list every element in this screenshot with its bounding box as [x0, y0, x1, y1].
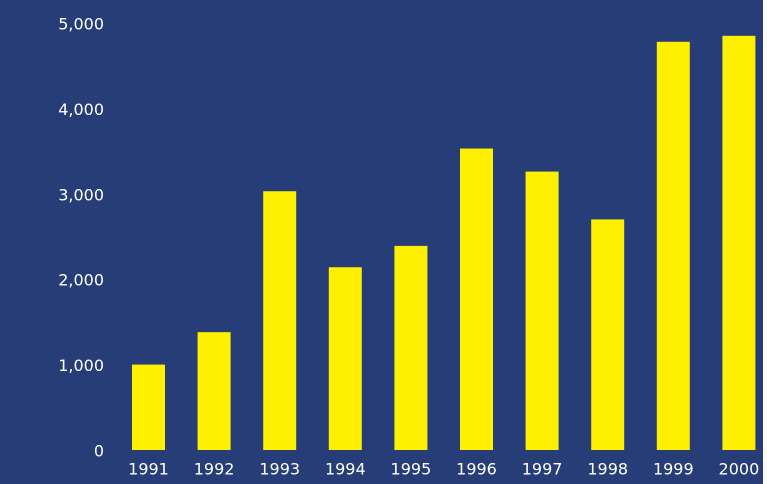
x-tick-label: 1994 [325, 460, 366, 479]
bar [525, 171, 559, 450]
x-tick-label: 1995 [391, 460, 432, 479]
bar [132, 364, 165, 450]
bar [394, 245, 428, 450]
x-tick-label: 1993 [259, 460, 300, 479]
y-tick-label: 1,000 [58, 356, 104, 375]
bar [197, 332, 231, 450]
bar [263, 191, 297, 450]
bar [591, 219, 625, 450]
x-tick-label: 1996 [456, 460, 497, 479]
y-tick-label: 0 [94, 442, 104, 461]
x-tick-label: 2000 [719, 460, 760, 479]
y-tick-label: 2,000 [58, 271, 104, 290]
y-tick-label: 3,000 [58, 185, 104, 204]
x-tick-label: 1997 [522, 460, 563, 479]
y-tick-label: 4,000 [58, 100, 104, 119]
x-tick-label: 1998 [587, 460, 628, 479]
bar [328, 267, 362, 450]
bar [722, 35, 756, 451]
y-tick-label: 5,000 [58, 15, 104, 34]
bar [460, 148, 493, 450]
bar [656, 41, 690, 451]
x-tick-label: 1992 [194, 460, 235, 479]
x-tick-label: 1991 [128, 460, 169, 479]
x-tick-label: 1999 [653, 460, 694, 479]
